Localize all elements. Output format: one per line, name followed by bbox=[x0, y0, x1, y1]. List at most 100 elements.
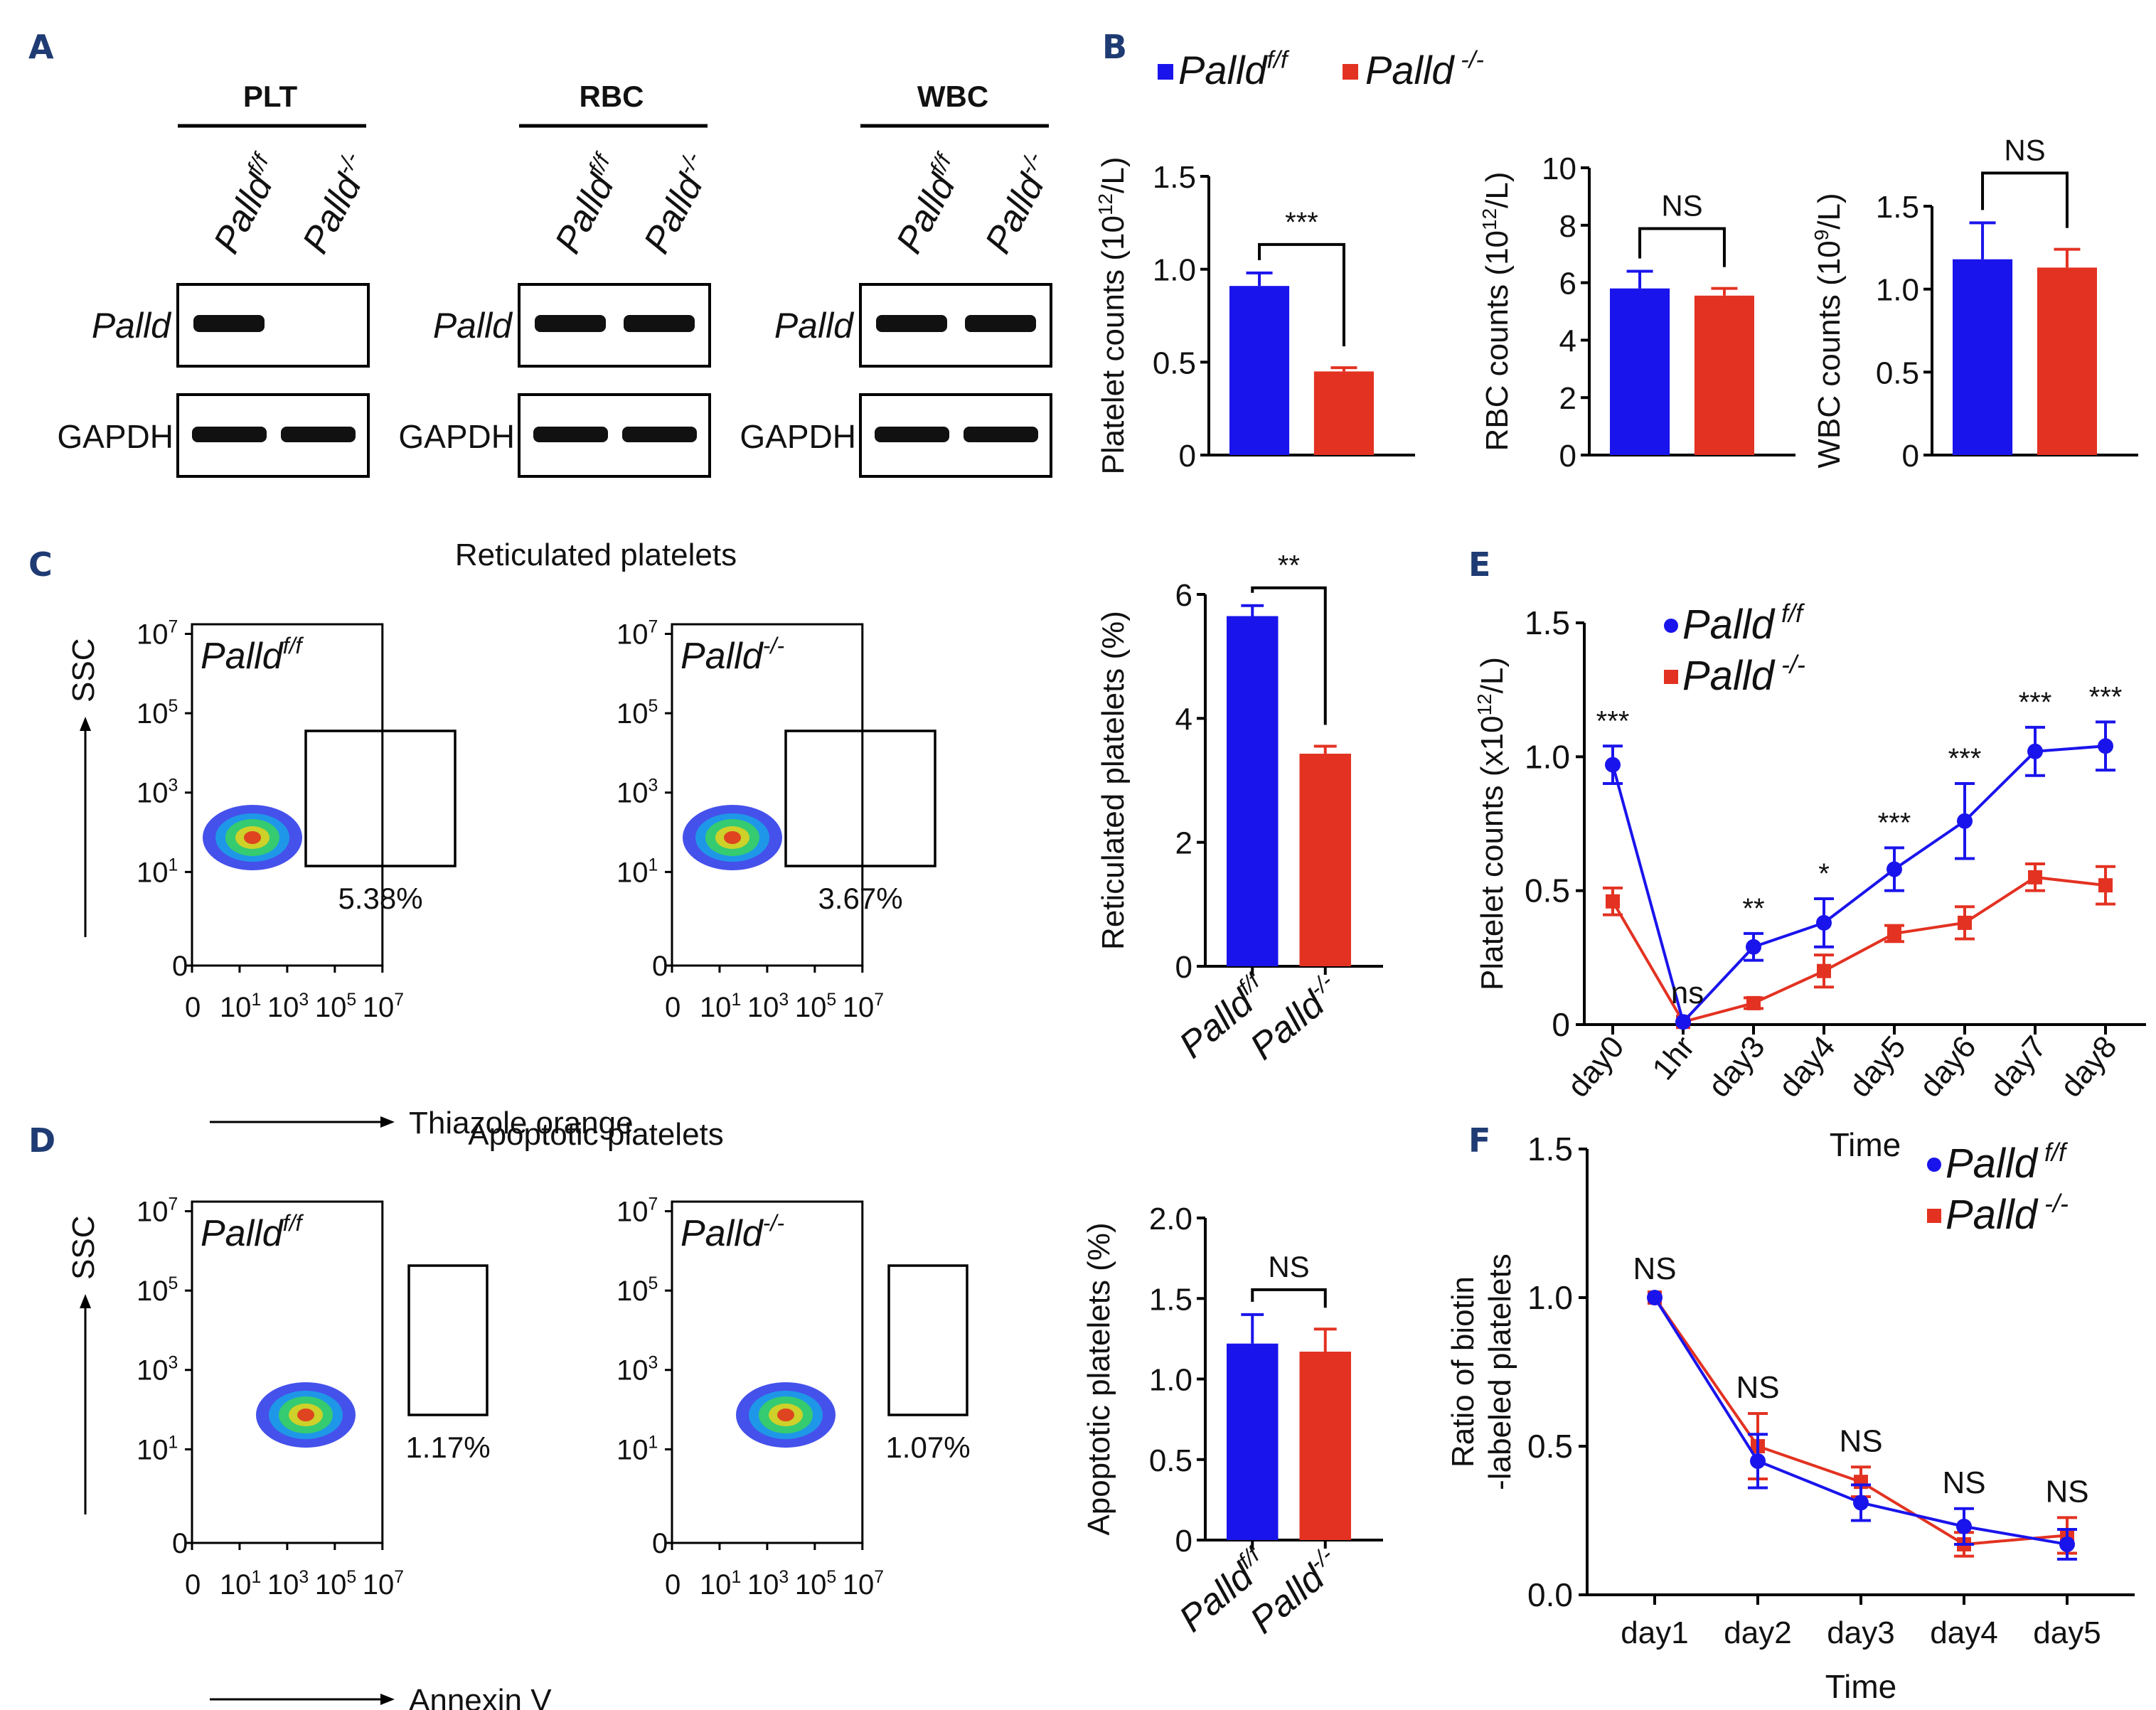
y-tick-label-base: 10 bbox=[137, 857, 169, 888]
y-tick-label: 0 bbox=[1552, 1006, 1570, 1043]
legend-marker-ff bbox=[1927, 1158, 1941, 1172]
significance-annotation: ** bbox=[1742, 893, 1764, 924]
marker-square bbox=[2028, 870, 2042, 885]
y-axis-label-base: Platelet counts (x10 bbox=[1475, 716, 1510, 990]
legend-marker-ko bbox=[1664, 670, 1678, 684]
x-tick-label-base: 10 bbox=[747, 992, 779, 1023]
series-line-palld-ko bbox=[1611, 875, 2106, 1024]
y-tick-label-base: 10 bbox=[617, 1196, 649, 1227]
y-tick-label: 1.0 bbox=[1153, 253, 1196, 288]
y-tick-label-sup: 3 bbox=[169, 776, 178, 796]
y-tick-label: 8 bbox=[1559, 209, 1576, 244]
y-tick-label: 1.0 bbox=[1525, 738, 1570, 775]
x-tick-label: 103 bbox=[747, 1568, 789, 1601]
data-point-palld-ko bbox=[1814, 953, 1834, 989]
y-tick-label: 103 bbox=[617, 1354, 658, 1386]
lane-label-base: Palld bbox=[294, 166, 370, 260]
x-tick-label-base: 10 bbox=[795, 992, 827, 1023]
y-axis-label-sup: 12 bbox=[1478, 208, 1500, 230]
ssc-arrow-head bbox=[80, 1294, 91, 1308]
band-gapdh bbox=[281, 427, 356, 442]
lane-label: Palld-/- bbox=[292, 147, 380, 260]
lane-label-ff: Palldf/f bbox=[206, 148, 281, 260]
dot-plot-genotype-sup: f/f bbox=[283, 1210, 304, 1236]
line-chart-F-biotin: 0.0 0.5 1.0 1.5 day1 day2 day3 day4 day5 Time Rati… bbox=[1446, 1131, 2135, 1705]
x-tick-label: 0 bbox=[665, 1569, 681, 1601]
y-tick-label: 105 bbox=[137, 697, 178, 730]
x-axis-label: Thiazole orange bbox=[409, 1106, 634, 1140]
y-tick-label: 107 bbox=[137, 1195, 178, 1227]
western-blot: PLTPalldf/fPalld-/-PalldGAPDHRBCPalldf/f… bbox=[57, 80, 1053, 478]
lane-label-ko: Palld-/- bbox=[636, 147, 711, 260]
data-point-palld-ff bbox=[1647, 1290, 1663, 1305]
x-tick-label-base: 10 bbox=[700, 1569, 731, 1601]
x-tick-label: 105 bbox=[795, 990, 836, 1023]
significance-annotation: *** bbox=[2089, 681, 2123, 712]
dot-plot-genotype-sup: -/- bbox=[763, 633, 785, 658]
y-axis-title: Reticulated platelets (%) bbox=[1096, 611, 1131, 950]
x-tick-label: 101 bbox=[220, 990, 261, 1023]
legend-label-ko-sup: -/- bbox=[1774, 650, 1805, 679]
x-tick-label: 0 bbox=[665, 992, 681, 1023]
y-tick-label-base: 10 bbox=[137, 698, 169, 730]
y-axis-title: Platelet counts (1012/L) bbox=[1094, 157, 1131, 475]
lane-label-base: Palld bbox=[206, 166, 281, 260]
legend-label-ko-base: Palld bbox=[1365, 48, 1455, 92]
y-tick-label-sup: 5 bbox=[649, 1274, 658, 1293]
x-tick-label-base: 10 bbox=[315, 1569, 347, 1601]
x-tick-label-base: 10 bbox=[700, 992, 731, 1023]
band-palld bbox=[965, 315, 1036, 332]
x-tick-label: day0 bbox=[1561, 1030, 1631, 1104]
data-point-palld-ff bbox=[1955, 782, 1975, 860]
x-tick-label-base: 10 bbox=[267, 1569, 299, 1601]
y-tick-label: 0.0 bbox=[1527, 1576, 1573, 1613]
y-tick-label-sup: 5 bbox=[169, 1274, 178, 1293]
lane-label-base: Palld bbox=[636, 166, 711, 260]
y-tick-label: 1.0 bbox=[1527, 1279, 1573, 1316]
bar-chart-B-platelet: 0 0.5 1.0 1.5 Platelet counts (1012/L) *** bbox=[1094, 157, 1415, 475]
legend-label-ff: Palldf/f bbox=[1178, 47, 1290, 92]
data-point-palld-ff bbox=[1744, 931, 1763, 962]
y-tick-label-sup: 5 bbox=[649, 697, 658, 716]
gate-box bbox=[784, 730, 936, 867]
data-point-palld-ff bbox=[2025, 725, 2045, 777]
x-tick-label: day6 bbox=[1913, 1030, 1983, 1104]
marker-square bbox=[1746, 995, 1761, 1010]
significance-label: NS bbox=[2004, 133, 2045, 166]
legend-label-ko-base: Palld bbox=[1946, 1192, 2039, 1238]
x-arrow-head bbox=[380, 1694, 395, 1705]
x-tick-label-sup: 1 bbox=[251, 990, 261, 1010]
row-label-palld: Palld bbox=[92, 306, 172, 346]
significance-label: NS bbox=[1661, 188, 1702, 222]
y-tick-label: 0 bbox=[1902, 439, 1919, 474]
x-tick-label: 101 bbox=[700, 990, 741, 1023]
data-point-palld-ko bbox=[2096, 865, 2115, 906]
bar-palld-ko bbox=[1694, 295, 1754, 455]
legend-label-ff-base: Palld bbox=[1178, 48, 1268, 92]
x-tick-label: 107 bbox=[843, 1568, 884, 1601]
blot-group-title: WBC bbox=[917, 80, 988, 113]
band-gapdh bbox=[533, 427, 608, 442]
significance-annotation: * bbox=[1818, 858, 1830, 889]
significance-annotation: NS bbox=[1736, 1370, 1779, 1405]
y-axis-title: WBC counts (109/L) bbox=[1810, 193, 1847, 468]
y-tick-label-base: 10 bbox=[617, 1355, 649, 1386]
y-tick-label-sup: 1 bbox=[169, 1433, 178, 1452]
x-tick-label-base: 10 bbox=[220, 992, 252, 1023]
y-tick-label: 0.5 bbox=[1525, 872, 1570, 909]
significance-bracket bbox=[1251, 1288, 1327, 1308]
significance-annotation: NS bbox=[1633, 1251, 1676, 1286]
y-tick-label: 0 bbox=[652, 1528, 668, 1559]
y-tick-label: 0 bbox=[1179, 439, 1196, 474]
legend-label-ff: Palld f/f bbox=[1682, 599, 1805, 648]
y-tick-label-sup: 1 bbox=[169, 855, 178, 875]
y-tick-label: 103 bbox=[137, 776, 178, 809]
row-label-gapdh: GAPDH bbox=[57, 418, 174, 455]
band-palld bbox=[876, 315, 947, 332]
lane-label-ff: Palldf/f bbox=[547, 148, 622, 260]
y-tick-label: 107 bbox=[617, 617, 658, 650]
y-tick-label-base: 10 bbox=[617, 698, 649, 730]
y-tick-label-sup: 7 bbox=[649, 617, 658, 636]
